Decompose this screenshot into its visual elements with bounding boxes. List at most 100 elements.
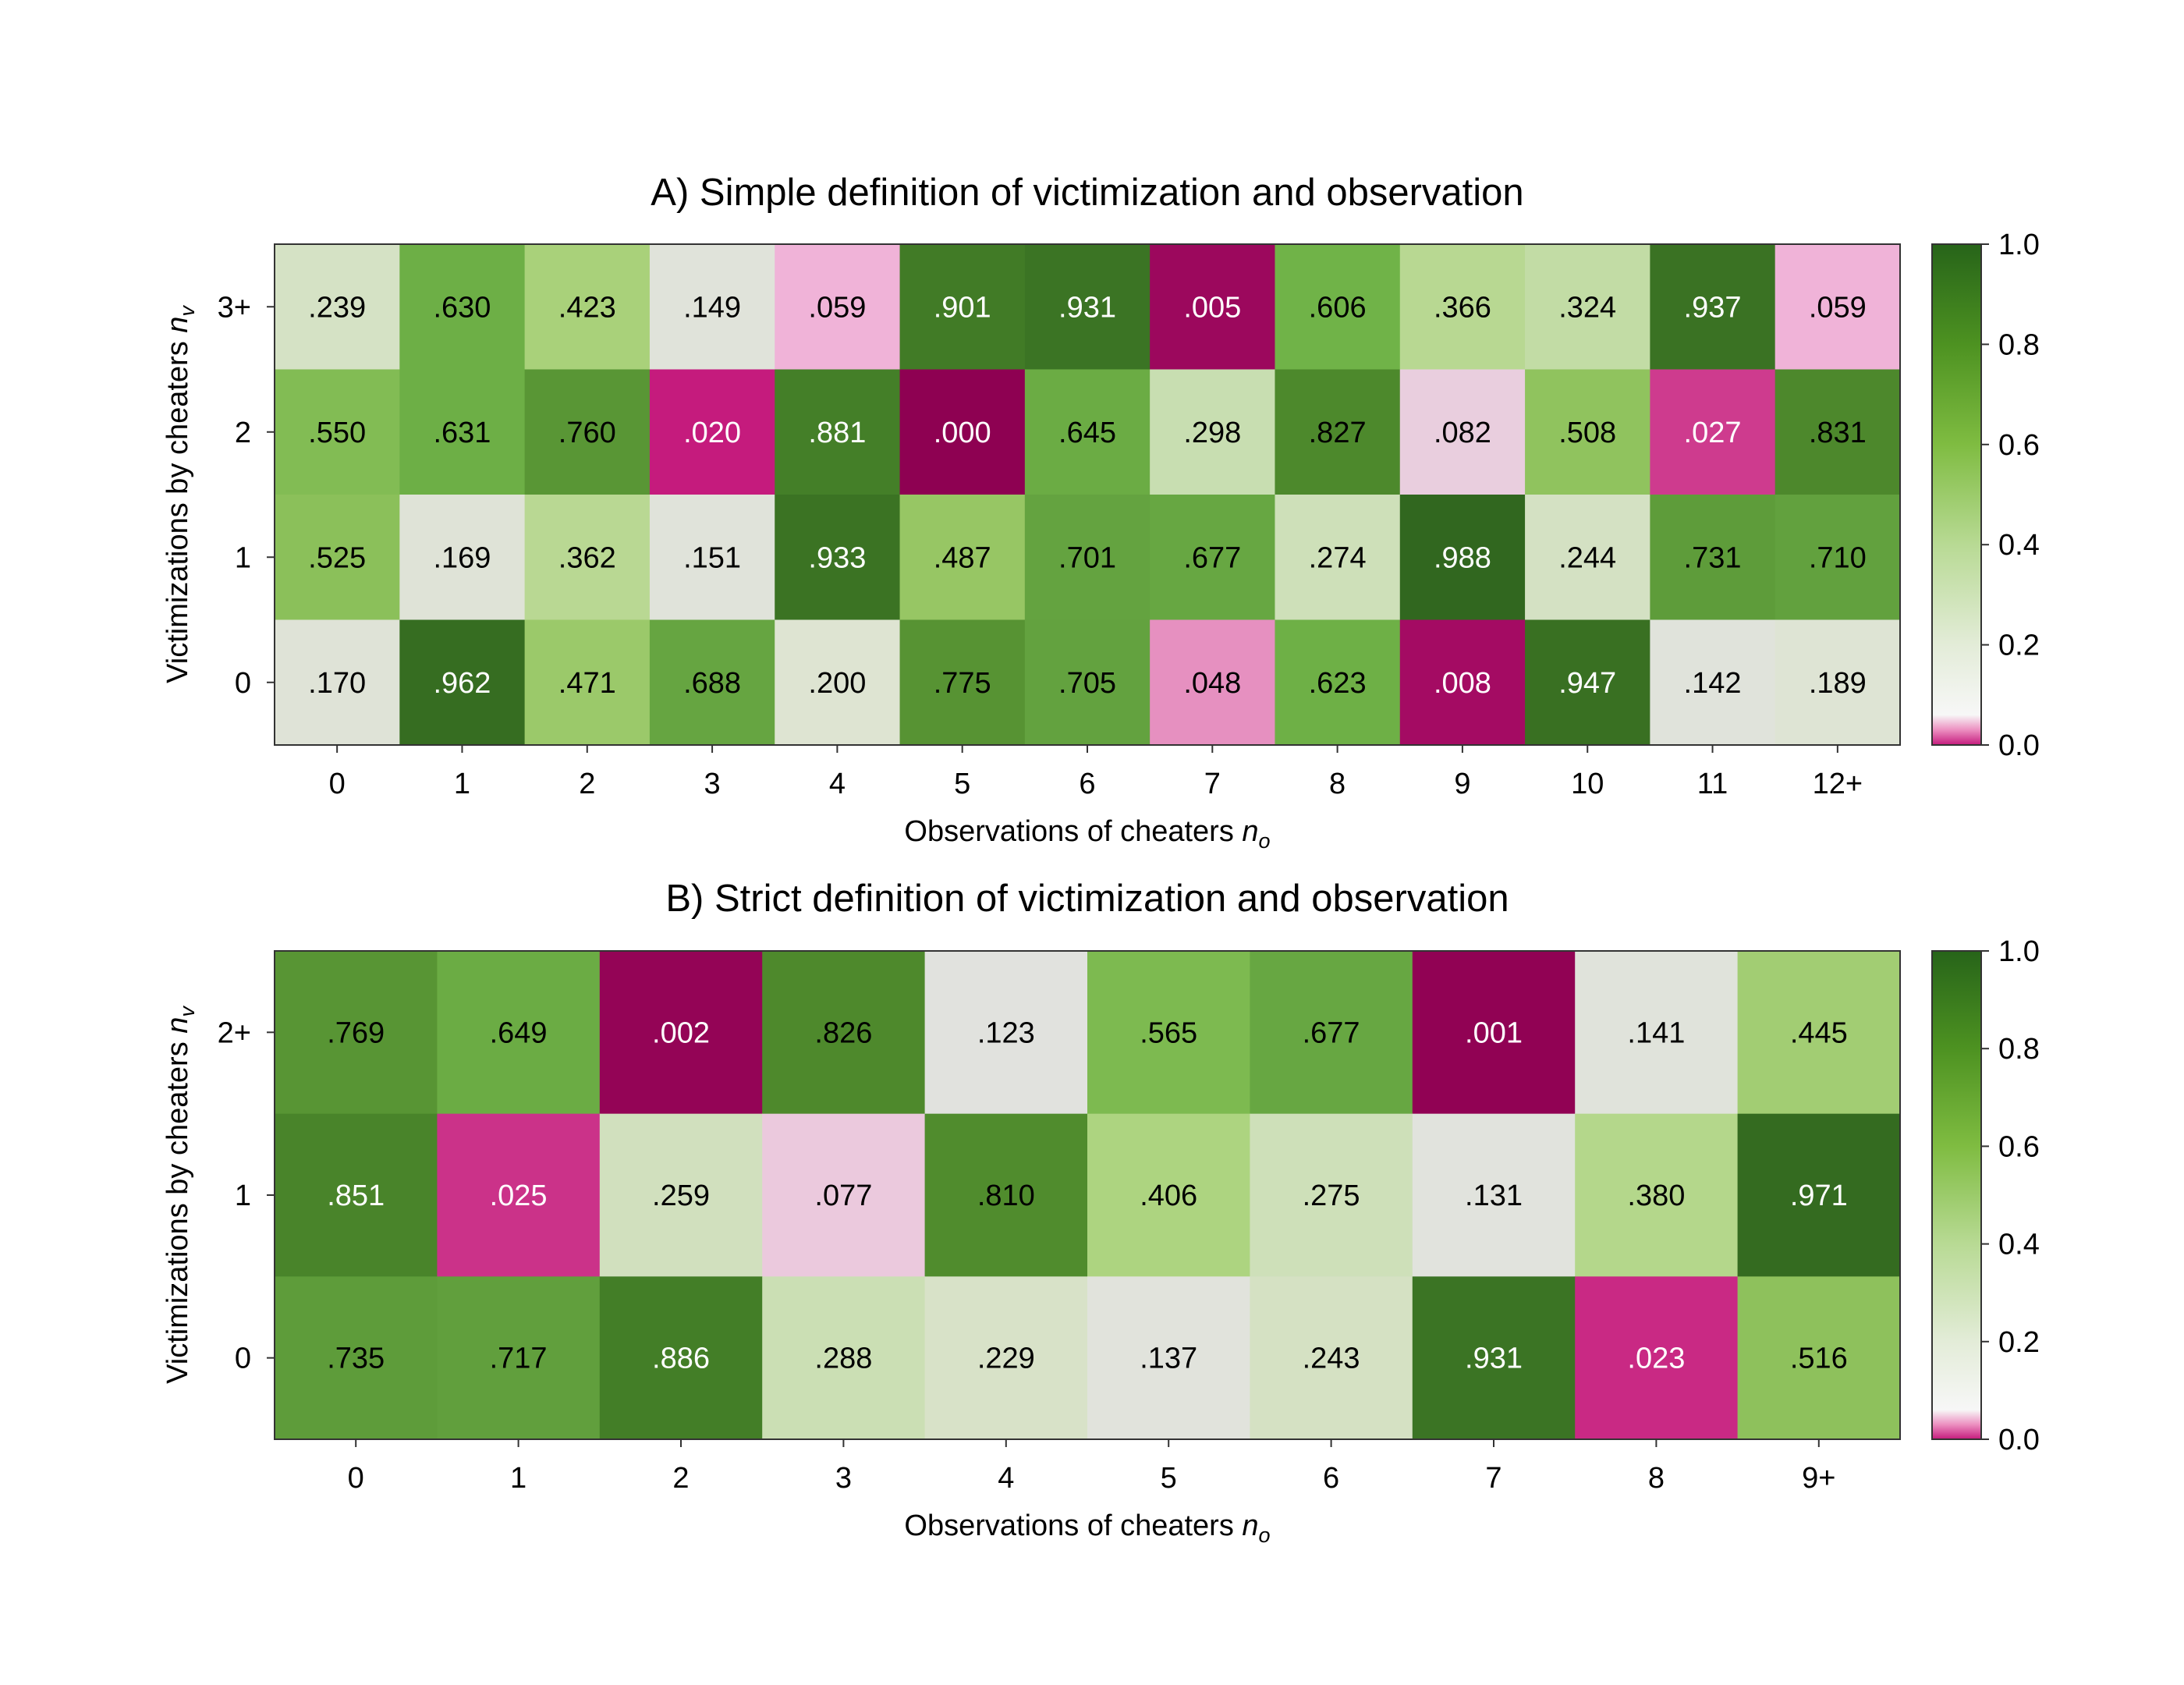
x-tick-label: 3 (835, 1462, 852, 1495)
cell-value-label: .406 (1140, 1180, 1197, 1212)
cell-value-label: .471 (558, 667, 616, 700)
cell-value-label: .298 (1183, 417, 1241, 449)
cell-value-label: .901 (934, 291, 991, 324)
cell-value-label: .731 (1684, 541, 1742, 574)
x-tick-label: 8 (1648, 1462, 1665, 1495)
heatmap-cell (1150, 369, 1276, 495)
heatmap-cell (649, 495, 775, 621)
colorbar-tick-label: 0.2 (1998, 1326, 2040, 1359)
cell-value-label: .082 (1434, 417, 1491, 449)
heatmap-cell (1024, 495, 1150, 621)
cell-value-label: .931 (1465, 1343, 1523, 1375)
x-tick-label: 9 (1454, 768, 1470, 800)
cell-value-label: .631 (433, 417, 491, 449)
cell-value-label: .550 (308, 417, 366, 449)
heatmap-cell (399, 495, 526, 621)
cell-value-label: .025 (490, 1180, 548, 1212)
cell-value-label: .002 (652, 1016, 710, 1049)
cell-value-label: .851 (327, 1180, 385, 1212)
heatmap-cell (775, 619, 901, 746)
cell-value-label: .947 (1558, 667, 1616, 700)
cell-value-label: .380 (1627, 1180, 1685, 1212)
cell-value-label: .760 (558, 417, 616, 449)
heatmap-cell (1150, 619, 1276, 746)
heatmap-cell (275, 244, 400, 371)
cell-value-label: .565 (1140, 1016, 1197, 1049)
x-tick-label: 5 (1161, 1462, 1177, 1495)
heatmap-cell (1024, 619, 1150, 746)
cell-value-label: .931 (1058, 291, 1116, 324)
x-tick-label: 9+ (1802, 1462, 1835, 1495)
heatmap-cell (437, 951, 601, 1115)
x-tick-label: 2 (672, 1462, 689, 1495)
cell-value-label: .362 (558, 541, 616, 574)
colorbar-tick-label: 0.4 (1998, 1229, 2040, 1261)
cell-value-label: .000 (934, 417, 991, 449)
heatmap-cell (275, 951, 438, 1115)
x-tick-label: 4 (829, 768, 846, 800)
cell-value-label: .710 (1809, 541, 1867, 574)
colorbar-tick-label: 0.8 (1998, 328, 2040, 361)
cell-value-label: .645 (1058, 417, 1116, 449)
y-tick-label: 0 (235, 667, 251, 700)
cell-value-label: .027 (1684, 417, 1742, 449)
heatmap-cell (1737, 1276, 1901, 1440)
heatmap-cell (1650, 619, 1776, 746)
cell-value-label: .717 (490, 1343, 548, 1375)
cell-value-label: .826 (814, 1016, 872, 1049)
heatmap-cell (399, 369, 526, 495)
colorbar-tick-label: 1.0 (1998, 935, 2040, 968)
x-tick-label: 7 (1204, 768, 1221, 800)
colorbar-tick-label: 0.0 (1998, 1424, 2040, 1456)
x-tick-label: 8 (1329, 768, 1346, 800)
cell-value-label: .525 (308, 541, 366, 574)
heatmap-cell (1399, 369, 1526, 495)
cell-value-label: .769 (327, 1016, 385, 1049)
cell-value-label: .831 (1809, 417, 1867, 449)
heatmap-cell (275, 495, 400, 621)
colorbar (1931, 950, 1982, 1440)
colorbar-tick-label: 0.6 (1998, 429, 2040, 462)
heatmap-cell (1412, 951, 1576, 1115)
colorbar-tick-label: 0.8 (1998, 1033, 2040, 1066)
cell-value-label: .649 (490, 1016, 548, 1049)
heatmap-cell (649, 369, 775, 495)
y-tick-label: 0 (235, 1343, 251, 1375)
heatmap-cell (1737, 1113, 1901, 1277)
x-axis-label: Observations of cheaters no (904, 1509, 1270, 1547)
cell-value-label: .048 (1183, 667, 1241, 700)
heatmap-cell (899, 495, 1026, 621)
cell-value-label: .630 (433, 291, 491, 324)
heatmap-cell (1087, 1113, 1250, 1277)
heatmap-panel-b: B) Strict definition of victimization an… (161, 878, 2040, 1547)
x-tick-label: 7 (1485, 1462, 1502, 1495)
heatmap-cell (899, 369, 1026, 495)
heatmap-cell (924, 951, 1088, 1115)
heatmap-cell (275, 1113, 438, 1277)
colorbar-tick-label: 0.6 (1998, 1130, 2040, 1163)
cell-value-label: .423 (558, 291, 616, 324)
heatmap-cell (899, 244, 1026, 371)
heatmap-cell (1275, 244, 1401, 371)
cell-value-label: .243 (1303, 1343, 1360, 1375)
cell-value-label: .059 (1809, 291, 1867, 324)
cell-value-label: .169 (433, 541, 491, 574)
cell-value-label: .023 (1627, 1343, 1685, 1375)
x-tick-label: 1 (454, 768, 470, 800)
cell-value-label: .988 (1434, 541, 1491, 574)
heatmap-cell (1412, 1276, 1576, 1440)
cell-value-label: .881 (808, 417, 866, 449)
cell-value-label: .259 (652, 1180, 710, 1212)
heatmap-cell (1275, 619, 1401, 746)
cell-value-label: .001 (1465, 1016, 1523, 1049)
heatmap-cell (775, 495, 901, 621)
heatmap-cell (524, 619, 651, 746)
cell-value-label: .810 (977, 1180, 1035, 1212)
heatmap-cell (775, 369, 901, 495)
heatmap-cell (649, 244, 775, 371)
cell-value-label: .288 (814, 1343, 872, 1375)
cell-value-label: .020 (683, 417, 741, 449)
cell-value-label: .487 (934, 541, 991, 574)
colorbar (1931, 243, 1982, 746)
y-axis-label: Victimizations by cheaters nv (161, 305, 199, 683)
